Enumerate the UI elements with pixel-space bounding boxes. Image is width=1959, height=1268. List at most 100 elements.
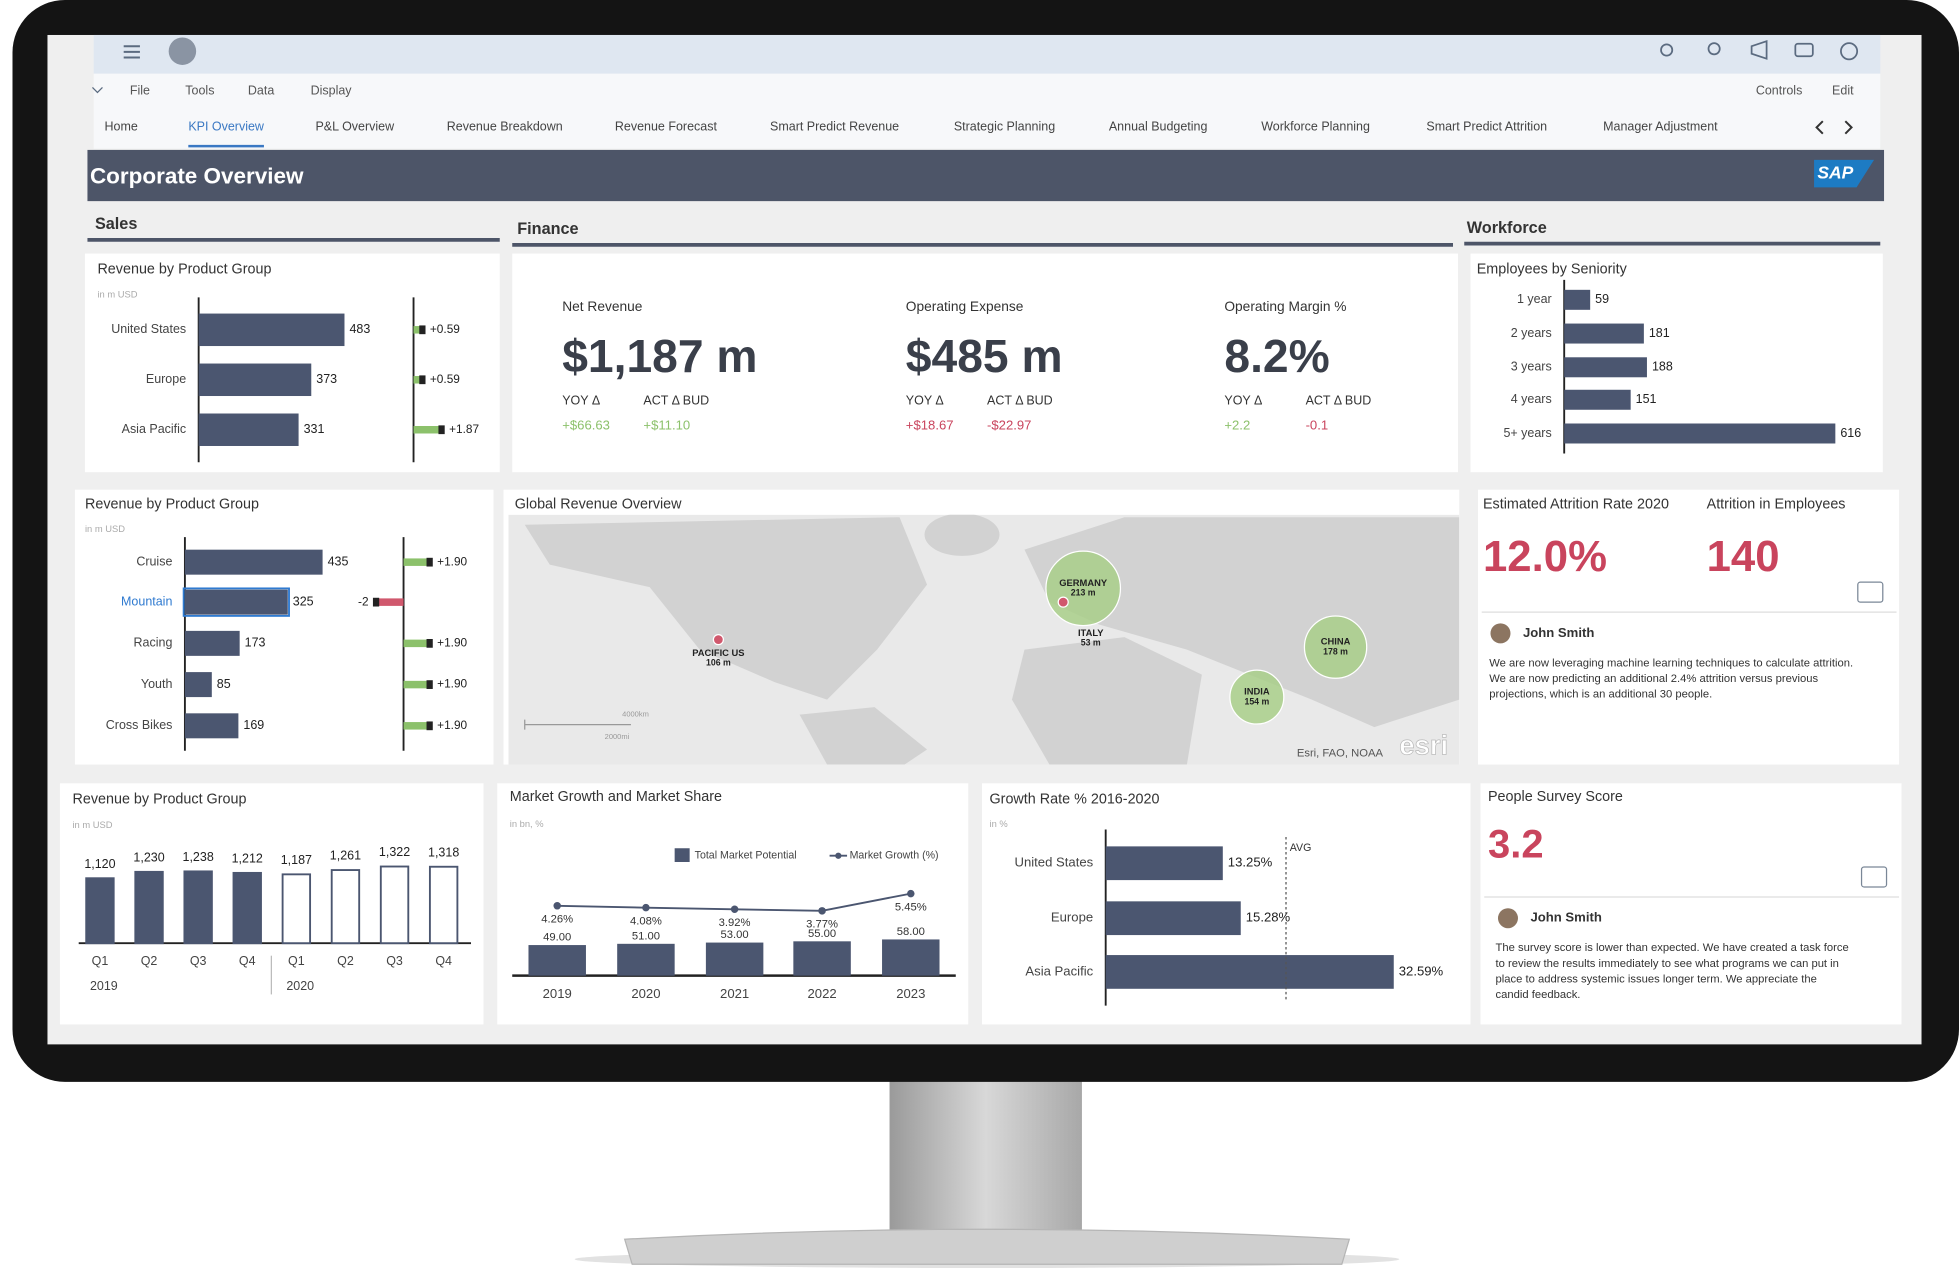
value-label: 181 <box>1649 326 1670 340</box>
tab[interactable]: Revenue Breakdown <box>447 120 563 134</box>
menu-item[interactable]: Display <box>311 83 353 97</box>
land-mass <box>799 707 928 765</box>
variance-bar <box>403 680 430 689</box>
tab-arrows[interactable] <box>1815 120 1853 135</box>
variance-pin <box>426 557 433 567</box>
bar <box>184 713 239 739</box>
map-label: ITALY <box>1078 628 1104 638</box>
growth-point <box>907 889 915 898</box>
bar <box>184 549 323 575</box>
growth-label: 5.45% <box>895 901 927 913</box>
bar <box>617 943 675 976</box>
growth-point <box>730 905 739 914</box>
value-label: 1,322 <box>379 845 410 859</box>
map-bubble <box>1229 669 1285 725</box>
bar <box>198 313 345 347</box>
tab[interactable]: P&L Overview <box>315 120 395 134</box>
chat-icon[interactable] <box>1794 42 1814 58</box>
comment-icon[interactable] <box>1860 866 1888 888</box>
tab[interactable]: KPI Overview <box>188 120 265 134</box>
section-title: Workforce <box>1467 219 1547 237</box>
search-icon[interactable] <box>1660 43 1674 57</box>
delta-label: YOY Δ <box>562 393 600 407</box>
delta-label: YOY Δ <box>1224 393 1262 407</box>
comment-icon[interactable] <box>1857 581 1884 603</box>
tab[interactable]: Workforce Planning <box>1261 120 1370 134</box>
variance-label: +0.59 <box>430 322 460 336</box>
help-icon[interactable] <box>1840 42 1859 61</box>
variance-bar <box>403 722 430 730</box>
idea-icon[interactable] <box>1707 42 1721 56</box>
variance-label: +1.87 <box>449 422 479 436</box>
hamburger[interactable] <box>123 45 140 59</box>
category-label: 2021 <box>720 986 749 1001</box>
delta-label: ACT Δ BUD <box>643 393 709 407</box>
tab[interactable]: Manager Adjustment <box>1603 120 1718 134</box>
logo-text: SAP <box>1817 162 1853 182</box>
avg-label: AVG <box>1290 842 1312 854</box>
variance-label: +1.90 <box>437 677 467 691</box>
author-avatar <box>1497 908 1518 929</box>
kpi-title: People Survey Score <box>1488 789 1623 805</box>
chart-title: Employees by Seniority <box>1477 262 1628 278</box>
legend-marker <box>835 852 842 859</box>
stand-base <box>623 1228 1351 1265</box>
value-label: 1,212 <box>232 851 263 865</box>
variance-pin <box>426 721 433 731</box>
category-label: Q4 <box>239 954 256 968</box>
announce-icon[interactable] <box>1750 40 1768 60</box>
shell-bar <box>93 34 1881 74</box>
logo-shape <box>1814 159 1875 188</box>
chart-title: Growth Rate % 2016-2020 <box>989 791 1159 807</box>
kpi-title: Operating Margin % <box>1224 299 1346 314</box>
growth-label: 3.77% <box>806 919 838 931</box>
map-logo: esri <box>1399 729 1448 760</box>
menu-item[interactable]: Data <box>248 83 274 97</box>
value-label: 325 <box>293 594 314 608</box>
menu-item[interactable]: Controls <box>1756 83 1803 97</box>
bar <box>1564 423 1836 444</box>
kpi-title: Net Revenue <box>562 299 643 314</box>
menu-item[interactable]: File <box>130 83 150 97</box>
kpi-value: 8.2% <box>1224 330 1329 382</box>
bar <box>528 945 586 976</box>
chart-title: Global Revenue Overview <box>515 496 682 512</box>
category-label: Q3 <box>190 954 207 968</box>
column <box>183 870 213 945</box>
kpi-value: $485 m <box>906 330 1063 382</box>
card <box>512 253 1459 473</box>
tab[interactable]: Annual Budgeting <box>1109 120 1208 134</box>
chart-subtitle: in m USD <box>97 289 137 299</box>
tab[interactable]: Revenue Forecast <box>615 120 718 134</box>
variance-pin <box>426 680 433 689</box>
variance-label: +1.90 <box>437 718 467 732</box>
map-label: INDIA <box>1244 687 1270 697</box>
category-label: Youth <box>141 677 173 691</box>
delta-value: +$11.10 <box>643 417 690 432</box>
comment-text: We are now predicting an additional 2.4%… <box>1489 673 1818 685</box>
menu-item[interactable]: Edit <box>1832 83 1854 97</box>
tab[interactable]: Smart Predict Revenue <box>770 120 899 134</box>
shell-icons <box>1660 40 1859 61</box>
column <box>134 870 164 945</box>
bar <box>198 413 299 446</box>
chart-title: Revenue by Product Group <box>97 262 271 278</box>
menu-item[interactable]: Tools <box>185 83 214 97</box>
map-label: PACIFIC US <box>692 648 744 658</box>
variance-pin <box>419 325 426 335</box>
tab[interactable]: Strategic Planning <box>954 120 1055 134</box>
user-avatar[interactable] <box>168 37 197 65</box>
collapse-icon[interactable] <box>92 87 103 94</box>
column <box>428 865 459 945</box>
category-label: Cross Bikes <box>106 718 173 732</box>
tab[interactable]: Home <box>105 120 138 134</box>
value-label: 435 <box>328 554 349 568</box>
value-label: 59 <box>1595 292 1609 306</box>
card <box>497 783 969 1025</box>
legend-label: Market Growth (%) <box>850 850 939 862</box>
tab[interactable]: Smart Predict Attrition <box>1426 120 1547 134</box>
page-title: Corporate Overview <box>90 163 304 188</box>
category-label: Q4 <box>435 954 452 968</box>
